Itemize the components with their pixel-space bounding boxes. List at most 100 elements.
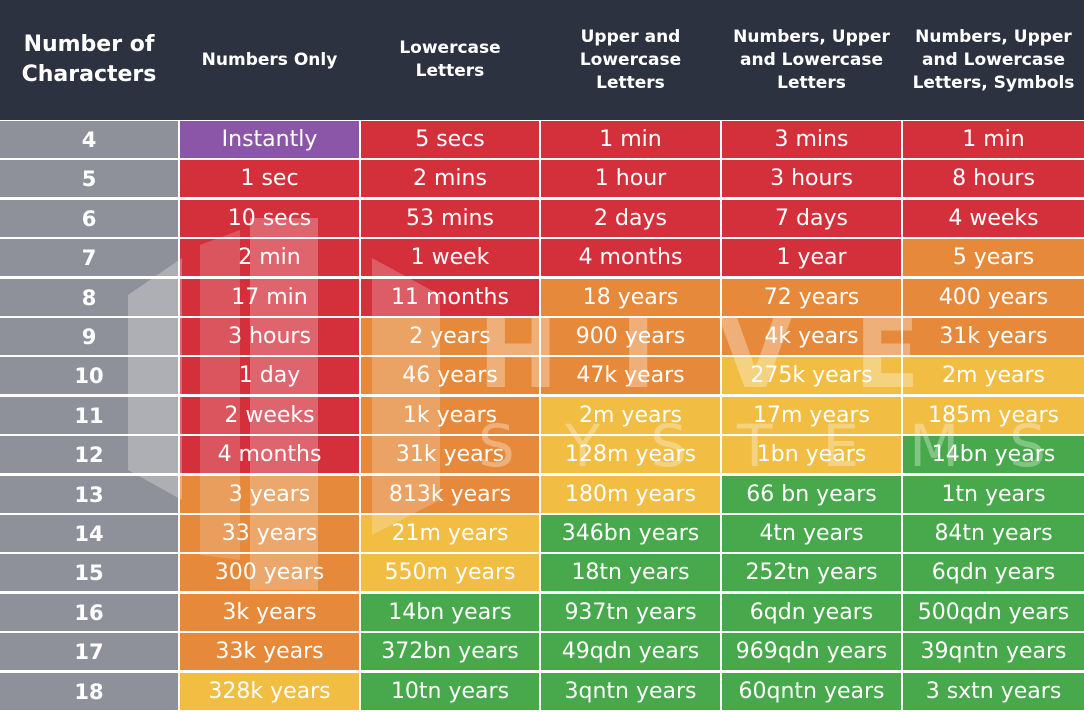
column-header-1: Numbers Only xyxy=(201,49,338,70)
time-cell: 46 years xyxy=(361,357,539,394)
time-cell: 2 weeks xyxy=(180,397,359,434)
row-label-characters: 4 xyxy=(0,121,178,158)
row-label-characters: 16 xyxy=(0,594,178,631)
time-cell: 2 days xyxy=(541,200,720,237)
time-cell: 4 months xyxy=(180,436,359,473)
time-cell: 1bn years xyxy=(722,436,901,473)
time-cell: 33 years xyxy=(180,515,359,552)
time-cell: 14bn years xyxy=(903,436,1084,473)
time-cell: 1 min xyxy=(541,121,720,158)
time-cell: 72 years xyxy=(722,279,901,316)
time-cell: 2m years xyxy=(903,357,1084,394)
time-cell: 33k years xyxy=(180,633,359,670)
time-cell: 500qdn years xyxy=(903,594,1084,631)
time-cell: 900 years xyxy=(541,318,720,355)
time-cell: 969qdn years xyxy=(722,633,901,670)
column-header-5: Numbers, Upper and Lowercase Letters, Sy… xyxy=(912,26,1075,93)
row-label-characters: 8 xyxy=(0,279,178,316)
row-label-characters: 15 xyxy=(0,554,178,591)
time-cell: 60qntn years xyxy=(722,673,901,710)
time-cell: 47k years xyxy=(541,357,720,394)
table-row: 17 33k years 372bn years 49qdn years 969qdn … xyxy=(0,633,1084,672)
time-cell: 185m years xyxy=(903,397,1084,434)
time-cell: 6qdn years xyxy=(722,594,901,631)
time-cell: 2m years xyxy=(541,397,720,434)
table-row: 6 10 secs 53 mins 2 days 7 days 4 weeks xyxy=(0,200,1084,239)
time-cell: 6qdn years xyxy=(903,554,1084,591)
time-cell: 7 days xyxy=(722,200,901,237)
time-cell: 3 hours xyxy=(180,318,359,355)
time-cell: 18 years xyxy=(541,279,720,316)
time-cell: 1 year xyxy=(722,239,901,276)
time-cell: 328k years xyxy=(180,673,359,710)
table-row: 4 Instantly 5 secs 1 min 3 mins 1 min xyxy=(0,121,1084,160)
time-cell: 372bn years xyxy=(361,633,539,670)
table-row: 15 300 years 550m years 18tn years 252tn yea… xyxy=(0,554,1084,593)
row-label-characters: 9 xyxy=(0,318,178,355)
time-cell: 4 months xyxy=(541,239,720,276)
table-row: 12 4 months 31k years 128m years 1bn years 14… xyxy=(0,436,1084,475)
row-label-characters: 5 xyxy=(0,160,178,197)
time-cell: 2 min xyxy=(180,239,359,276)
time-cell: 84tn years xyxy=(903,515,1084,552)
table-row: 10 1 day 46 years 47k years 275k years 2m yea… xyxy=(0,357,1084,396)
time-cell: 31k years xyxy=(361,436,539,473)
time-cell: 14bn years xyxy=(361,594,539,631)
time-cell: 3 sxtn years xyxy=(903,673,1084,710)
table-row: 18 328k years 10tn years 3qntn years 60qntn … xyxy=(0,673,1084,712)
row-label-characters: 18 xyxy=(0,673,178,710)
time-cell: 400 years xyxy=(903,279,1084,316)
time-cell: Instantly xyxy=(180,121,359,158)
time-cell: 252tn years xyxy=(722,554,901,591)
time-cell: 8 hours xyxy=(903,160,1084,197)
time-cell: 275k years xyxy=(722,357,901,394)
row-label-characters: 13 xyxy=(0,476,178,513)
row-label-characters: 10 xyxy=(0,357,178,394)
time-cell: 53 mins xyxy=(361,200,539,237)
time-cell: 3qntn years xyxy=(541,673,720,710)
time-cell: 3 mins xyxy=(722,121,901,158)
column-header-4: Numbers, Upper and Lowercase Letters xyxy=(733,26,890,93)
column-header-2: Lowercase Letters xyxy=(399,38,501,81)
table-header: Number of Characters Numbers Only Lowercas… xyxy=(0,0,1084,120)
time-cell: 4tn years xyxy=(722,515,901,552)
time-cell: 1k years xyxy=(361,397,539,434)
time-cell: 1 min xyxy=(903,121,1084,158)
time-cell: 66 bn years xyxy=(722,476,901,513)
row-label-characters: 17 xyxy=(0,633,178,670)
time-cell: 2 mins xyxy=(361,160,539,197)
table-row: 13 3 years 813k years 180m years 66 bn years… xyxy=(0,476,1084,515)
table-row: 11 2 weeks 1k years 2m years 17m years 185m y… xyxy=(0,397,1084,436)
column-header-0: Number of Characters xyxy=(21,32,157,87)
time-cell: 937tn years xyxy=(541,594,720,631)
time-cell: 4 weeks xyxy=(903,200,1084,237)
time-cell: 550m years xyxy=(361,554,539,591)
time-cell: 128m years xyxy=(541,436,720,473)
row-label-characters: 6 xyxy=(0,200,178,237)
time-cell: 10 secs xyxy=(180,200,359,237)
time-cell: 1 week xyxy=(361,239,539,276)
time-cell: 180m years xyxy=(541,476,720,513)
row-label-characters: 11 xyxy=(0,397,178,434)
time-cell: 3 hours xyxy=(722,160,901,197)
time-cell: 3 years xyxy=(180,476,359,513)
time-cell: 5 years xyxy=(903,239,1084,276)
time-cell: 39qntn years xyxy=(903,633,1084,670)
time-cell: 49qdn years xyxy=(541,633,720,670)
time-cell: 17m years xyxy=(722,397,901,434)
time-cell: 4k years xyxy=(722,318,901,355)
row-label-characters: 7 xyxy=(0,239,178,276)
time-cell: 2 years xyxy=(361,318,539,355)
time-cell: 1 sec xyxy=(180,160,359,197)
time-cell: 813k years xyxy=(361,476,539,513)
row-label-characters: 12 xyxy=(0,436,178,473)
time-cell: 11 months xyxy=(361,279,539,316)
time-cell: 31k years xyxy=(903,318,1084,355)
time-cell: 300 years xyxy=(180,554,359,591)
time-cell: 17 min xyxy=(180,279,359,316)
time-cell: 1 day xyxy=(180,357,359,394)
table-row: 8 17 min 11 months 18 years 72 years 400 year… xyxy=(0,279,1084,318)
